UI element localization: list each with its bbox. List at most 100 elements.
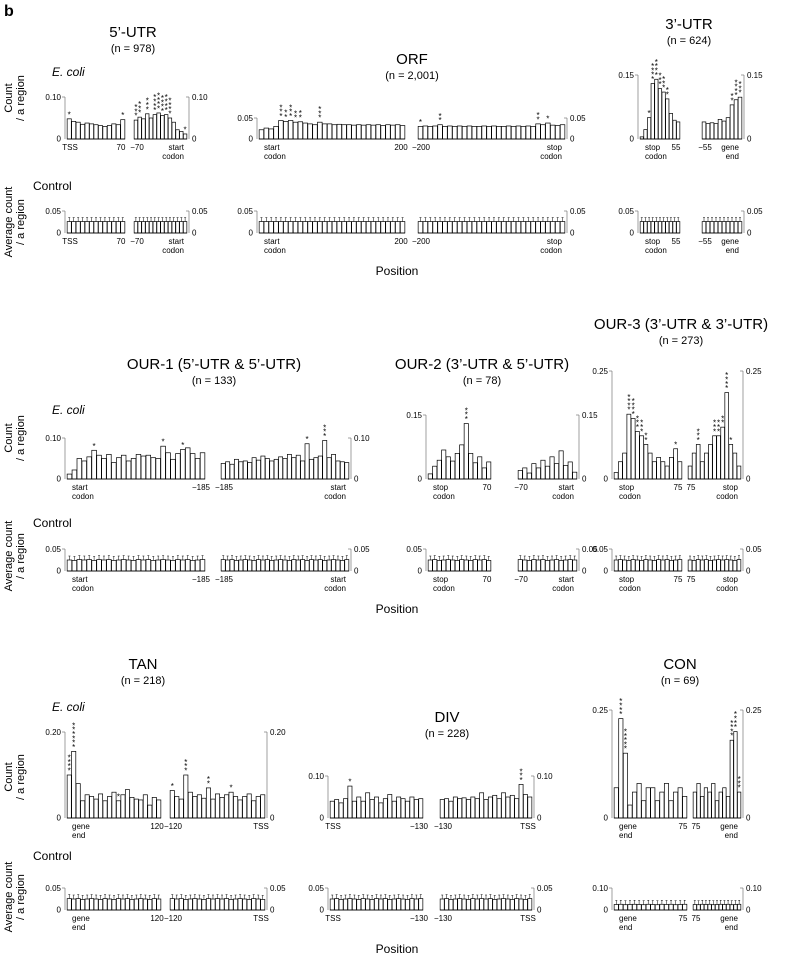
bar: [501, 221, 507, 234]
bar: [160, 445, 166, 480]
significance-star: *: [161, 103, 164, 112]
y-tick-label-max: 0.05: [237, 207, 253, 216]
bar: [643, 221, 648, 234]
significance-star: *: [138, 100, 141, 109]
chart-title: OUR-1 (5’-UTR & 5’-UTR): [127, 356, 301, 373]
x-tick-label-end: 120: [150, 914, 164, 923]
bar: [563, 464, 569, 480]
bar: [471, 126, 477, 140]
x-tick-label-end: −185: [192, 575, 211, 584]
bar: [300, 460, 306, 480]
bar: [322, 221, 328, 234]
bar: [201, 797, 207, 819]
bar: [448, 800, 454, 819]
significance-star: *: [666, 86, 669, 95]
bar: [554, 221, 561, 234]
bar: [125, 460, 132, 480]
y-tick-label-zero: 0: [604, 475, 609, 484]
bar: [496, 126, 502, 140]
x-tick-label-start: codon: [264, 246, 286, 255]
bar: [178, 898, 184, 911]
significance-star: *: [632, 397, 635, 406]
chart-1-left-ecoli-bars: ***** ***** *****: [258, 103, 406, 140]
bar: [668, 903, 674, 911]
y-tick-label-max: 0.05: [45, 207, 61, 216]
significance-star: *: [117, 792, 120, 801]
bar: [120, 794, 126, 819]
chart-2-left-control-bars: [639, 217, 681, 234]
bar: [400, 898, 406, 911]
y-tick-label-zero: 0: [746, 475, 751, 484]
bar: [268, 221, 274, 234]
chart-2-right-control-bars: [701, 217, 743, 234]
bar: [444, 798, 449, 819]
significance-star: *: [697, 432, 700, 441]
bar: [169, 790, 175, 819]
chart-5-left-ecoli-bars: *****************: [613, 393, 683, 480]
bar: [526, 560, 532, 572]
bar: [288, 120, 294, 140]
bar: [696, 904, 701, 911]
bar: [554, 125, 561, 140]
y-tick-label-max: 0.10: [537, 772, 553, 781]
bar: [263, 127, 269, 140]
bar: [278, 456, 283, 480]
bar: [474, 798, 480, 819]
bar: [273, 559, 279, 572]
bar: [179, 221, 184, 234]
bar: [476, 126, 482, 140]
bar: [390, 221, 396, 234]
bar: [457, 898, 463, 911]
bar: [714, 800, 720, 819]
bar: [479, 792, 485, 819]
bar: [466, 799, 471, 819]
y-tick-label-max: 0.05: [192, 207, 208, 216]
bar: [452, 126, 458, 140]
significance-star: *: [134, 103, 137, 112]
chart-3-left-ecoli-bars: * * *: [66, 438, 206, 480]
x-tick-label-start: TSS: [62, 143, 78, 152]
bar: [135, 454, 142, 480]
bar: [309, 559, 314, 572]
bar: [116, 898, 121, 911]
bar: [476, 221, 482, 234]
x-tick-label-end: −130: [410, 822, 429, 831]
y-tick-label-zero: 0: [249, 229, 254, 238]
bar: [224, 794, 230, 819]
bar: [436, 459, 442, 480]
chart-8-left-control-bars: [613, 900, 688, 911]
bar: [317, 221, 323, 234]
significance-star: *: [153, 98, 156, 107]
bar: [269, 560, 275, 572]
bar: [66, 559, 73, 572]
bar: [160, 221, 165, 234]
bar: [691, 452, 697, 480]
significance-star: *: [738, 84, 741, 93]
significance-star: *: [662, 79, 665, 88]
bar: [190, 453, 196, 480]
bar: [351, 124, 357, 140]
x-tick-label-end: 70: [483, 575, 492, 584]
significance-star: *: [636, 419, 639, 428]
bar: [152, 114, 157, 140]
bar: [98, 125, 103, 140]
chart-6-left-ecoli-bars: ***********: [66, 721, 162, 819]
significance-star: *: [68, 754, 71, 763]
bar: [185, 447, 191, 480]
chart-7-right-ecoli-bars: ***: [439, 767, 533, 819]
bar: [382, 898, 388, 911]
bar: [445, 456, 451, 480]
bar: [661, 221, 666, 234]
bar: [76, 458, 82, 480]
y-tick-label-zero: 0: [57, 567, 62, 576]
y-tick-label-zero: 0: [604, 567, 609, 576]
y-axis-title-ecoli-line1: Count: [3, 423, 15, 452]
x-tick-label-end: end: [725, 831, 738, 840]
x-tick-label-start: end: [619, 831, 632, 840]
bar: [707, 903, 712, 911]
bar: [441, 559, 447, 572]
bar: [545, 560, 550, 572]
x-tick-label-start: −120: [164, 822, 183, 831]
bar: [540, 221, 546, 234]
significance-star: *: [519, 767, 522, 776]
